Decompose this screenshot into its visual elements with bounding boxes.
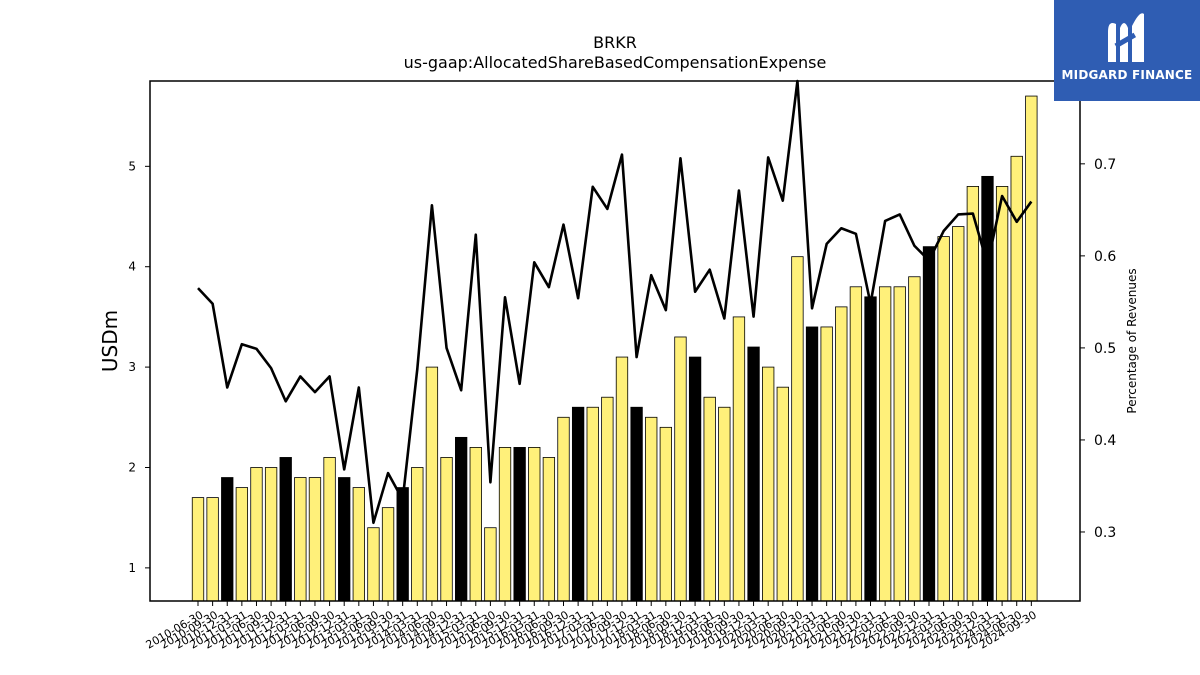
bar [791,256,804,602]
bar [367,527,380,602]
bar [425,366,439,602]
bar [601,396,614,602]
bar [352,487,365,602]
bar [703,396,716,602]
bar [966,186,980,602]
bar [820,326,833,602]
y2-axis-label: Percentage of Revenues [1125,268,1139,413]
bar [381,507,395,602]
bar [264,467,278,602]
y2-tick-label: 0.7 [1094,157,1116,173]
x-axis: 2010-06-302010-09-302010-12-312011-03-31… [144,601,1039,652]
bar [645,416,658,602]
bar [513,447,526,602]
chart-subtitle: us-gaap:AllocatedShareBasedCompensationE… [404,53,827,72]
bar [279,457,292,602]
bar [762,366,775,602]
y-axis-left: 1 2 3 4 5 [128,159,150,575]
bar [221,477,234,602]
brand-name: MIDGARD FINANCE [1061,68,1193,82]
bar [484,527,497,602]
brand-logo: MIDGARD FINANCE [1054,0,1200,101]
bar [323,457,336,602]
bar [688,356,702,602]
y-tick-label: 5 [128,159,136,173]
plot-frame [149,80,1081,602]
bar [718,406,731,602]
y2-tick-label: 0.4 [1094,433,1116,449]
bar [732,316,746,602]
bar [776,386,789,602]
bar [878,286,892,602]
bar [615,356,629,602]
bar [455,436,468,602]
bar [805,326,819,602]
bar [498,447,512,602]
bar [250,467,263,602]
bar [206,497,219,602]
bar [411,467,424,602]
bar [528,447,541,602]
y-tick-label: 3 [128,360,136,374]
bar [191,497,205,602]
bar [995,186,1009,602]
bar [674,336,687,602]
bar [294,477,307,602]
bar [952,226,965,602]
bar [338,477,351,602]
midgard-logo-icon [1108,13,1144,62]
bar [571,406,585,602]
y-tick-label: 1 [128,561,136,575]
line-path [197,79,1033,525]
y-axis-right: 0.3 0.4 0.5 0.6 0.7 [1080,157,1116,541]
bar [659,426,672,602]
bar [908,276,921,602]
y2-tick-label: 0.6 [1094,249,1116,265]
bar [630,406,643,602]
bar [396,487,409,602]
y2-tick-label: 0.5 [1094,341,1116,357]
y-tick-label: 2 [128,460,136,474]
bar [586,406,599,602]
chart-title: BRKR [593,33,637,52]
bar [1025,95,1038,602]
bar [308,477,322,602]
bar [557,416,570,602]
bar [849,286,863,602]
bar [864,296,877,602]
y-axis-label: USDm [98,310,122,372]
y-tick-label: 4 [128,260,136,274]
bar [747,346,760,602]
bar [440,457,453,602]
bar [835,306,848,602]
bar [235,487,249,602]
bar [542,457,556,602]
bar [893,286,906,602]
bar [469,447,482,602]
bar [922,246,936,602]
y2-tick-label: 0.3 [1094,525,1116,541]
bar [937,236,950,602]
bar-series [191,95,1038,602]
line-series [197,79,1033,525]
